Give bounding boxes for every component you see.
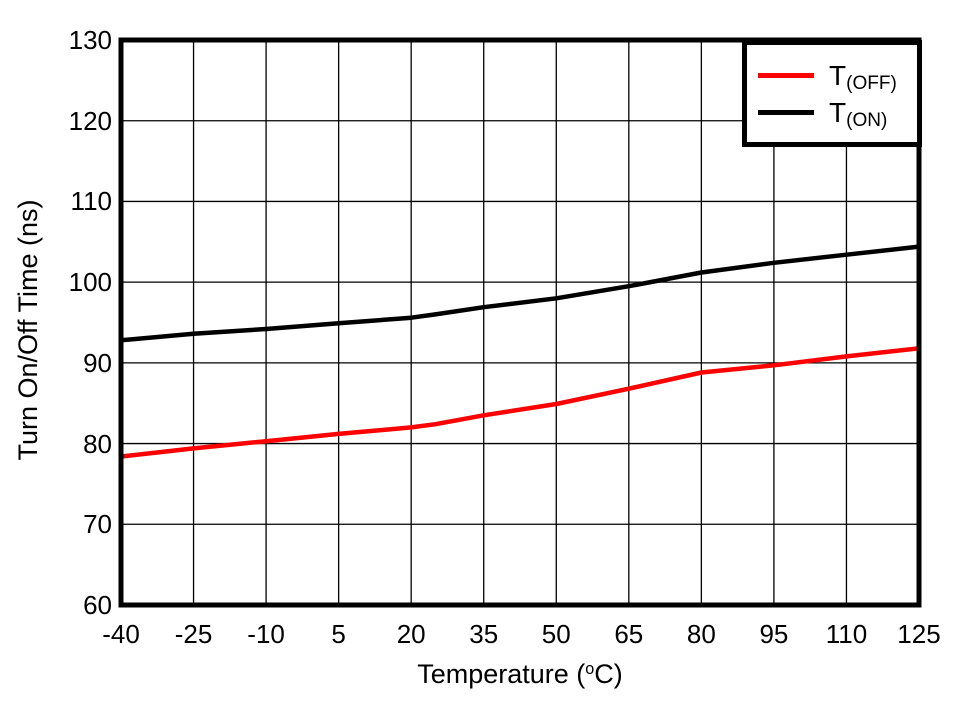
x-tick-label: 65 xyxy=(614,619,644,649)
legend-label-ton-sub: (ON) xyxy=(846,109,888,131)
plot-frame xyxy=(118,37,922,608)
x-tick-label: 35 xyxy=(469,619,499,649)
legend-label-toff-sub: (OFF) xyxy=(846,72,897,94)
y-tick-label: 100 xyxy=(68,267,112,298)
x-axis-title-text: Temperature ( xyxy=(417,659,586,689)
x-tick-label: 5 xyxy=(331,619,346,649)
x-tick-label: 20 xyxy=(396,619,426,649)
legend-line-sample-ton xyxy=(758,110,814,115)
y-tick-label: 110 xyxy=(70,186,112,217)
x-tick-label: 50 xyxy=(541,619,571,649)
y-tick-label: 130 xyxy=(68,25,112,55)
series-line-on xyxy=(120,244,920,343)
degree-superscript: o xyxy=(585,660,595,679)
legend-item-ton: T(ON) xyxy=(747,94,917,131)
y-axis-title: Turn On/Off Time (ns) xyxy=(13,199,43,461)
legend-label-toff: T(OFF) xyxy=(829,59,897,94)
x-tick-label: 125 xyxy=(897,619,941,649)
x-tick-label: -25 xyxy=(174,619,213,649)
legend-line-sample-toff xyxy=(758,73,814,78)
y-tick-label: 60 xyxy=(83,590,112,620)
x-tick-label: -40 xyxy=(102,619,140,649)
y-tick-label: 80 xyxy=(83,428,112,459)
x-axis-title-unit: C) xyxy=(594,659,623,689)
x-tick-label: 110 xyxy=(825,619,868,649)
y-tick-label: 70 xyxy=(83,509,112,540)
legend-label-toff-main: T xyxy=(829,59,847,91)
x-tick-label: -10 xyxy=(247,619,285,649)
legend: T(OFF) T(ON) xyxy=(742,40,922,147)
x-axis-title: Temperature (oC) xyxy=(121,657,919,691)
legend-item-toff: T(OFF) xyxy=(747,57,917,94)
y-tick-label: 120 xyxy=(68,105,112,136)
x-tick-label: 80 xyxy=(686,619,716,649)
legend-label-ton-main: T xyxy=(829,96,847,128)
y-tick-label: 90 xyxy=(83,347,112,378)
series-line-off xyxy=(120,346,920,459)
legend-label-ton: T(ON) xyxy=(829,96,888,131)
x-tick-label: 95 xyxy=(759,619,789,649)
